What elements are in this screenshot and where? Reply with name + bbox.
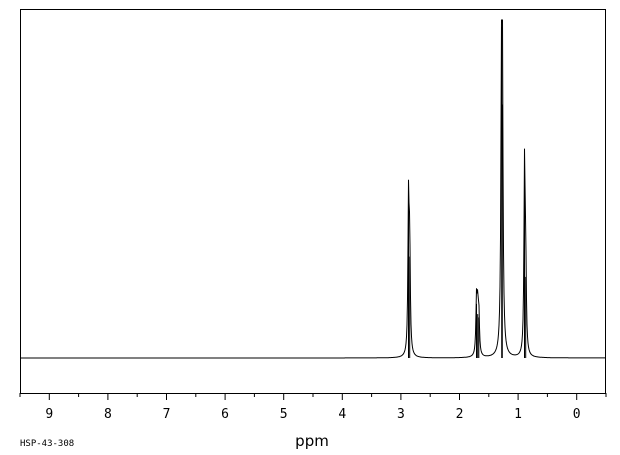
x-tick-label: 2 [456, 407, 464, 422]
spectrum-id-label: HSP-43-308 [20, 439, 74, 449]
x-tick-label: 1 [514, 407, 522, 422]
x-tick-label: 8 [104, 407, 112, 422]
x-tick-label: 3 [397, 407, 405, 422]
x-axis-title: ppm [295, 432, 329, 450]
x-axis-tick-labels: 9 8 7 6 5 4 3 2 1 0 [45, 407, 580, 422]
x-tick-label: 6 [221, 407, 229, 422]
x-tick-label: 9 [45, 407, 53, 422]
plot-frame [20, 9, 606, 394]
x-tick-label: 4 [338, 407, 346, 422]
x-axis-ticks [19, 393, 607, 400]
peak-marks [408, 26, 527, 358]
spectrum-line [21, 19, 605, 359]
x-tick-label: 7 [163, 407, 171, 422]
x-tick-label: 5 [280, 407, 288, 422]
x-tick-label: 0 [573, 407, 581, 422]
